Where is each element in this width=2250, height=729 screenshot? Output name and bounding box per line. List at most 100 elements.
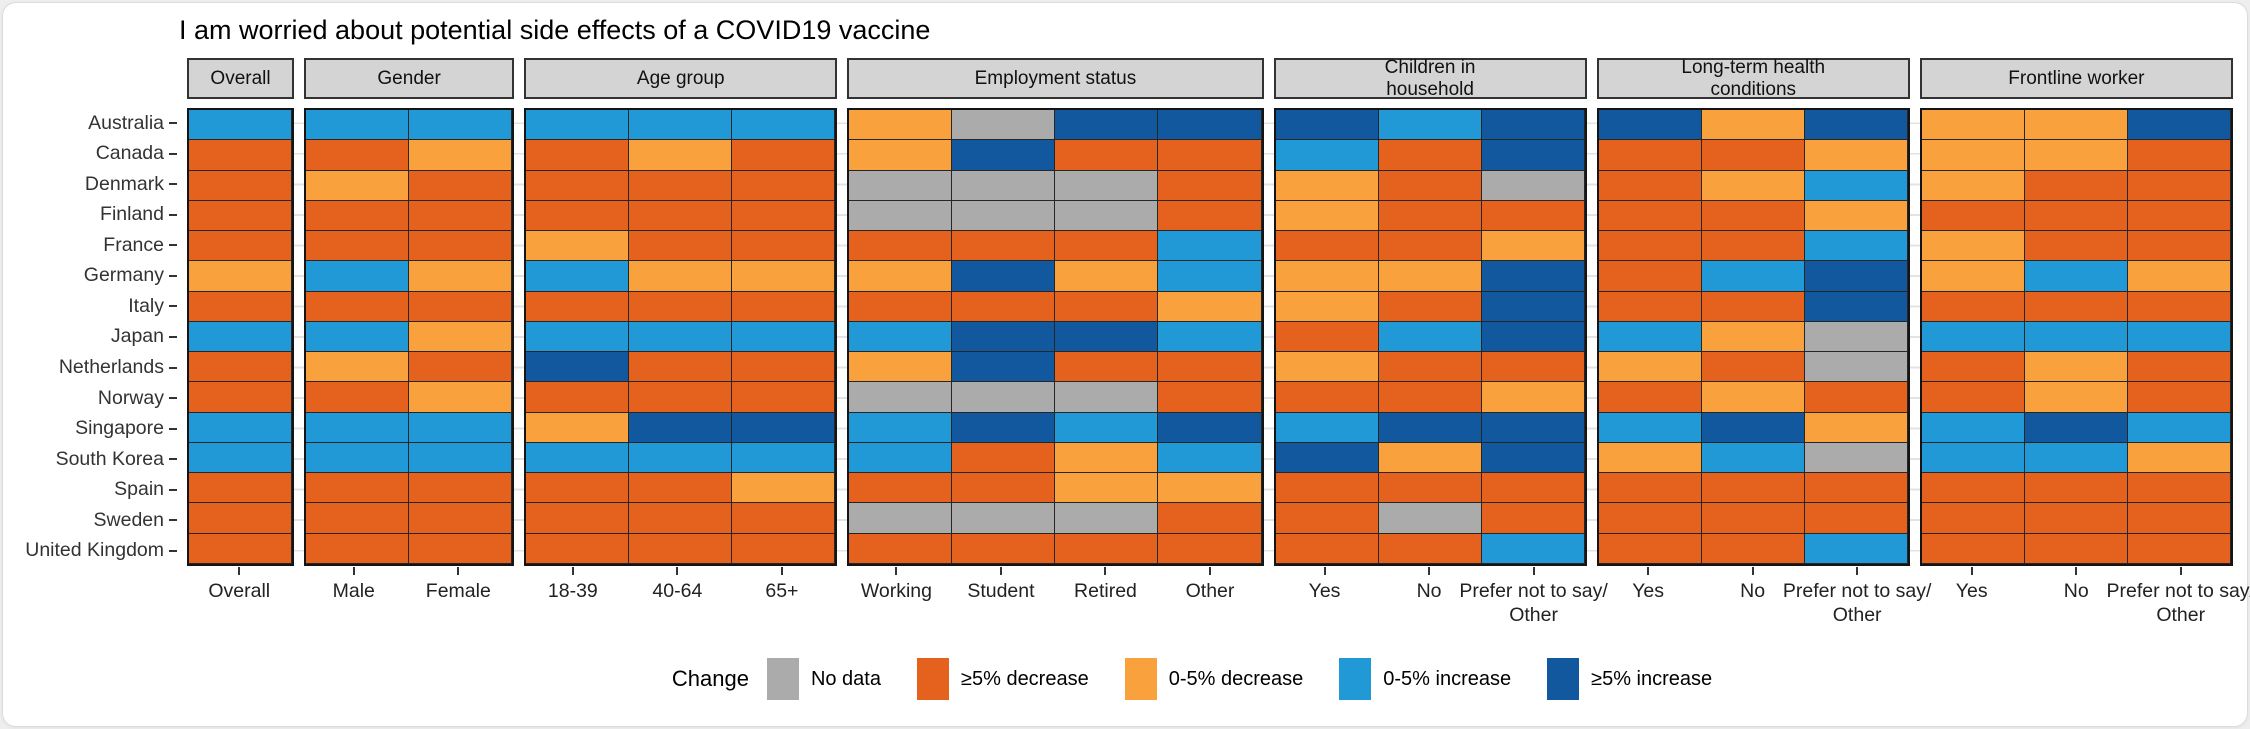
- heat-cell: [1921, 110, 2025, 141]
- heat-cell: [1921, 291, 2025, 322]
- y-axis-tick: [169, 549, 177, 552]
- heat-cell: [189, 231, 293, 262]
- x-tick-label: Working: [860, 580, 932, 602]
- x-axis-tick: [1428, 567, 1431, 575]
- country-label-text: Spain: [114, 478, 164, 501]
- heat-cell: [2024, 382, 2128, 413]
- x-axis-tick: [1323, 567, 1326, 575]
- heat-cell: [306, 442, 410, 474]
- heat-cell: [1481, 352, 1585, 383]
- heat-cell: [2024, 140, 2128, 171]
- heat-cell: [952, 291, 1056, 322]
- x-tick-label: Yes: [1955, 580, 1988, 602]
- heat-cell: [526, 200, 630, 232]
- heat-cell: [1921, 170, 2025, 201]
- heat-cell: [1921, 352, 2025, 383]
- x-tick-label: No: [1740, 580, 1766, 602]
- heat-cell: [1701, 352, 1805, 383]
- heat-cell: [1804, 200, 1908, 232]
- heat-cell: [1598, 533, 1702, 564]
- heat-cell: [849, 231, 953, 262]
- heat-cell: [1598, 321, 1702, 353]
- country-label-text: Singapore: [75, 417, 164, 440]
- legend-item: ≥5% decrease: [917, 658, 1089, 700]
- country-label: Canada: [3, 139, 177, 170]
- legend-item-label: No data: [810, 667, 881, 690]
- heat-cell: [189, 503, 293, 534]
- x-tick-label: 18-39: [547, 580, 598, 602]
- heat-cell: [629, 261, 733, 292]
- heatmap-panel: [524, 108, 838, 566]
- heat-cell: [409, 442, 513, 474]
- country-label: Spain: [3, 474, 177, 505]
- country-label-text: Netherlands: [58, 356, 164, 379]
- heat-cell: [189, 200, 293, 232]
- heat-cell: [1055, 503, 1159, 534]
- heat-cell: [732, 261, 836, 292]
- legend-swatch: [1339, 658, 1372, 700]
- x-axis-tick: [895, 567, 898, 575]
- heat-cell: [1921, 503, 2025, 534]
- heat-cell: [1158, 412, 1262, 443]
- heat-cell: [732, 231, 836, 262]
- heat-cell: [1055, 140, 1159, 171]
- heat-cell: [629, 170, 733, 201]
- heat-cell: [849, 533, 953, 564]
- heat-cell: [1275, 261, 1379, 292]
- heat-cell: [2024, 503, 2128, 534]
- heat-cell: [732, 412, 836, 443]
- heat-cell: [1055, 200, 1159, 232]
- heat-cell: [1701, 291, 1805, 322]
- legend-item-label: 0-5% increase: [1383, 667, 1512, 690]
- legend-item: 0-5% increase: [1339, 658, 1511, 700]
- heat-cell: [1701, 140, 1805, 171]
- heat-cell: [1598, 412, 1702, 443]
- heat-cell: [2127, 352, 2231, 383]
- heat-cell: [1055, 321, 1159, 353]
- x-axis-tick: [676, 567, 679, 575]
- heat-cell: [1275, 412, 1379, 443]
- x-tick-label: Student: [967, 580, 1035, 602]
- country-label-text: Canada: [95, 142, 164, 165]
- heat-cell: [1804, 110, 1908, 141]
- heat-cell: [629, 352, 733, 383]
- heat-cell: [2024, 321, 2128, 353]
- heat-cell: [409, 321, 513, 353]
- country-label: Australia: [3, 108, 177, 139]
- heat-cell: [849, 352, 953, 383]
- heat-cell: [1804, 170, 1908, 201]
- heat-cell: [2127, 291, 2231, 322]
- x-axis-tick: [1209, 567, 1211, 575]
- y-axis-labels: Australia Canada Denmark Finland France Germa…: [3, 108, 177, 566]
- heat-cell: [849, 503, 953, 534]
- heat-cell: [2024, 473, 2128, 504]
- heat-cell: [849, 382, 953, 413]
- heat-cell: [2127, 170, 2231, 201]
- heat-cell: [2127, 231, 2231, 262]
- heat-cell: [1275, 110, 1379, 141]
- heat-cell: [1055, 352, 1159, 383]
- facet-header-overall: Overall: [187, 58, 295, 99]
- heat-cell: [952, 170, 1056, 201]
- x-axis-tick: [999, 567, 1002, 575]
- heat-cell: [306, 140, 410, 171]
- x-axis-tick: [1856, 567, 1859, 575]
- heat-cell: [1158, 473, 1262, 504]
- heat-cell: [409, 503, 513, 534]
- heat-cell: [2127, 503, 2231, 534]
- heat-cell: [306, 261, 410, 292]
- heat-cell: [306, 473, 410, 504]
- x-axis-tick: [2179, 567, 2182, 575]
- heat-cell: [1804, 321, 1908, 353]
- heat-cell: [1481, 412, 1585, 443]
- plot-area: [187, 108, 2233, 566]
- page-title: I am worried about potential side effect…: [179, 15, 931, 45]
- heat-cell: [526, 291, 630, 322]
- legend-swatch: [917, 658, 949, 700]
- heat-cell: [1055, 291, 1159, 322]
- country-label-text: France: [103, 233, 164, 256]
- x-axis-panel: 18-39 40-64 65+: [521, 566, 835, 630]
- x-axis-panel: Yes No Prefer not to say/ Other: [1919, 566, 2250, 630]
- legend-swatch: [766, 658, 799, 700]
